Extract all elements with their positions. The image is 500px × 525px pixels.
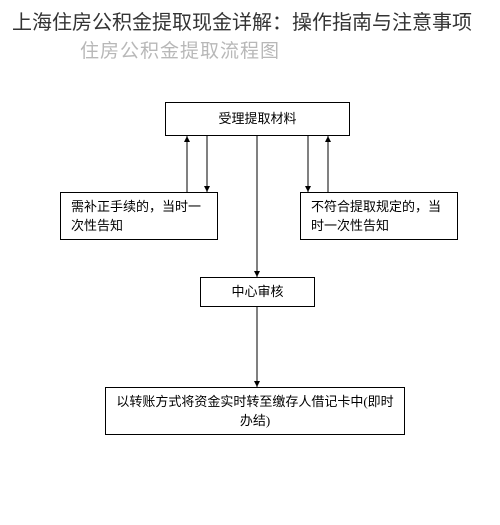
page-title: 上海住房公积金提取现金详解：操作指南与注意事项: [12, 8, 488, 38]
page-subtitle: 住房公积金提取流程图: [80, 36, 280, 63]
flowchart-node: 以转账方式将资金实时转至缴存人借记卡中(即时办结): [105, 387, 405, 435]
flowchart-node: 受理提取材料: [165, 102, 350, 136]
flowchart-node: 中心审核: [200, 277, 315, 307]
title-area: 上海住房公积金提取现金详解：操作指南与注意事项 住房公积金提取流程图: [0, 0, 500, 42]
flowchart-node: 不符合提取规定的，当时一次性告知: [300, 192, 458, 240]
flowchart-diagram: 受理提取材料需补正手续的，当时一次性告知 不符合提取规定的，当时一次性告知中心审核…: [0, 42, 500, 487]
flowchart-node: 需补正手续的，当时一次性告知: [60, 192, 218, 240]
